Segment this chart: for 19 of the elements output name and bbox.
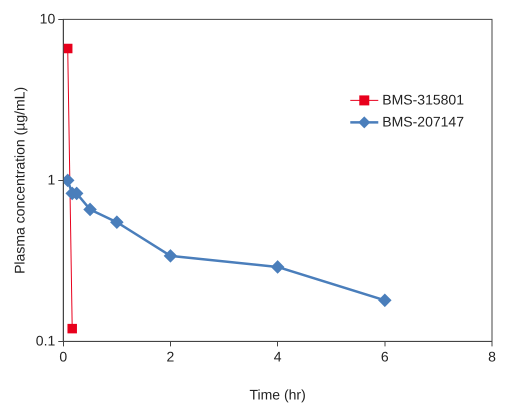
y-tick-label: 10 — [40, 10, 56, 26]
point — [63, 44, 72, 54]
point — [67, 324, 77, 334]
point — [378, 294, 392, 307]
point — [84, 203, 96, 216]
legend-label: BMS-315801 — [382, 91, 464, 108]
point — [164, 250, 177, 262]
x-axis-title: Time (hr) — [250, 386, 306, 402]
x-tick-label: 8 — [488, 348, 496, 365]
x-tick-label: 6 — [380, 348, 389, 365]
point — [110, 216, 124, 228]
y-tick-label: 1 — [47, 171, 56, 188]
x-tick-label: 0 — [59, 348, 68, 365]
x-tick-label: 2 — [166, 348, 175, 365]
y-tick-label: 0.1 — [36, 332, 56, 348]
legend-label: BMS-207147 — [382, 113, 464, 130]
point — [271, 260, 284, 274]
y-axis-title: Plasma concentration (µg/mL) — [11, 86, 28, 274]
x-tick-label: 4 — [274, 348, 282, 365]
